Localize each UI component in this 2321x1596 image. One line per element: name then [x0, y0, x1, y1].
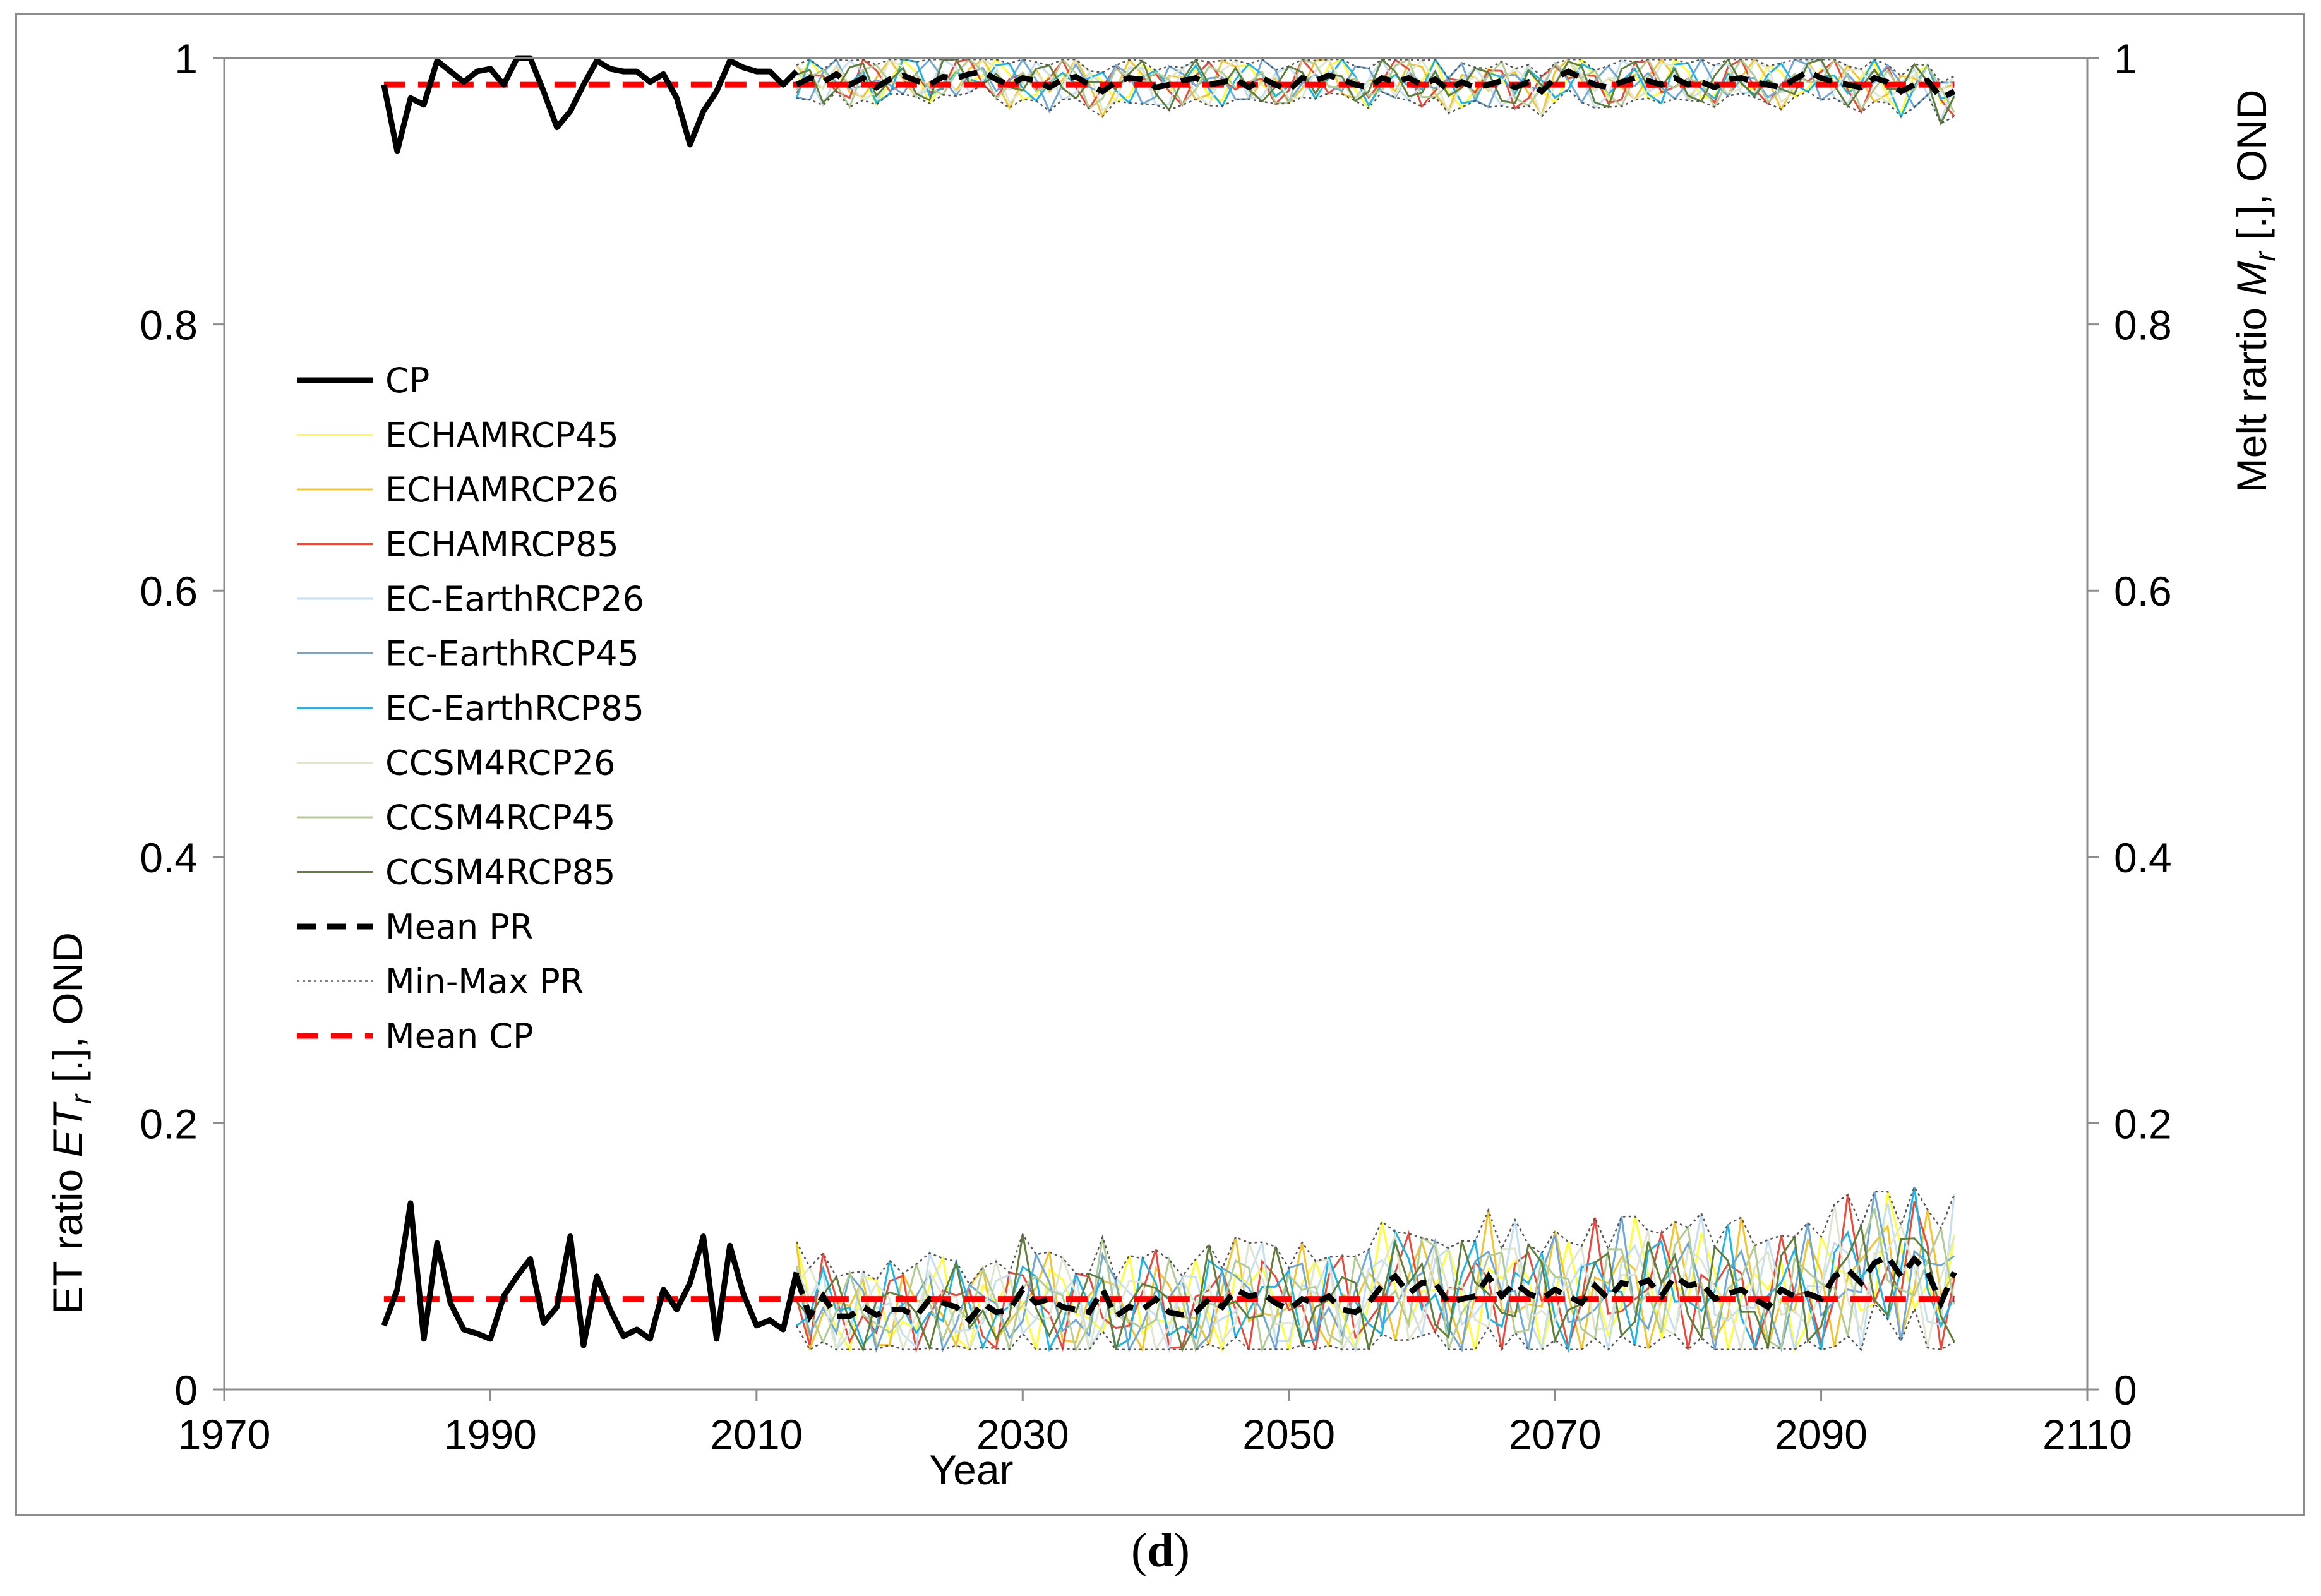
y-axis-right-title: Melt rartio Mr [.], OND	[2228, 90, 2281, 493]
y-left-title-symbol: ET	[44, 1101, 91, 1157]
series-ec-earthrcp85-et	[796, 1187, 1955, 1353]
legend-label: CCSM4RCP26	[385, 743, 615, 783]
legend-label: Min-Max PR	[385, 962, 584, 1002]
series-echamrcp45-et	[795, 1191, 1955, 1353]
legend-label: CCSM4RCP85	[385, 853, 615, 892]
y-left-title-suffix: [.], OND	[44, 932, 91, 1095]
legend-label: ECHAMRCP26	[385, 470, 619, 510]
figure-caption: (d)	[1131, 1524, 1190, 1577]
y-axis-left-title: ET ratio ETr [.], OND	[44, 932, 97, 1314]
min-pr-melt	[796, 83, 1955, 125]
legend-label: ECHAMRCP45	[385, 416, 619, 455]
y-right-tick-label: 0.8	[2114, 302, 2172, 349]
legend-label: CCSM4RCP45	[385, 798, 615, 837]
y-left-tick-label: 0.8	[140, 302, 198, 349]
mean-pr-melt	[795, 68, 1956, 102]
y-left-tick-label: 0.2	[140, 1100, 198, 1147]
y-right-title-sub: r	[2248, 251, 2281, 261]
legend-label: EC-EarthRCP26	[385, 579, 644, 619]
y-left-tick-label: 0.4	[140, 834, 198, 881]
min-max-lines	[795, 58, 1955, 1352]
y-right-title-main: Melt rartio	[2228, 296, 2275, 493]
ensemble-lines	[795, 57, 1955, 1353]
y-left-title-sub: r	[64, 1093, 97, 1104]
x-tick-label: 1990	[444, 1411, 537, 1458]
chart-frame	[15, 13, 2305, 1516]
y-right-tick-label: 0.4	[2114, 834, 2172, 881]
y-right-tick-label: 0.2	[2114, 1100, 2172, 1147]
x-tick-label: 2110	[2042, 1411, 2132, 1458]
cp-et	[381, 1200, 800, 1348]
legend-label: Ec-EarthRCP45	[385, 634, 639, 674]
y-right-tick-label: 0.6	[2114, 568, 2172, 615]
y-right-title-suffix: [.], OND	[2228, 90, 2275, 252]
cp-lines	[381, 55, 800, 1348]
caption-letter: d	[1147, 1524, 1174, 1577]
y-right-title-symbol: M	[2228, 261, 2275, 296]
max-pr-et	[795, 1185, 1955, 1287]
min-pr-et	[796, 1302, 1955, 1352]
series-ccsm4rcp45-melt	[796, 57, 1955, 113]
mean-pr-lines	[793, 68, 1957, 1325]
cp-melt	[381, 55, 799, 155]
series-ec-earthrcp26-et	[795, 1194, 1955, 1353]
x-tick-label: 2050	[1242, 1411, 1335, 1458]
x-tick-label: 2090	[1775, 1411, 1868, 1458]
legend-label: EC-EarthRCP85	[385, 688, 644, 728]
y-left-tick-label: 0	[174, 1367, 198, 1413]
y-left-tick-label: 1	[174, 35, 198, 82]
legend-label: ECHAMRCP85	[385, 525, 619, 565]
y-right-tick-label: 0	[2114, 1367, 2137, 1413]
legend-label: CP	[385, 361, 429, 400]
legend-label: Mean CP	[385, 1016, 534, 1056]
x-tick-label: 2010	[710, 1411, 803, 1458]
y-left-title-main: ET ratio	[44, 1157, 91, 1314]
x-tick-label: 2030	[976, 1411, 1069, 1458]
max-pr-melt	[796, 58, 1955, 84]
series-ccsm4rcp85-et	[795, 1223, 1955, 1352]
x-tick-label: 2070	[1509, 1411, 1602, 1458]
mean-pr-et	[793, 1252, 1957, 1325]
series-ccsm4rcp85-melt	[796, 57, 1955, 126]
series-ccsm4rcp26-et	[795, 1204, 1955, 1353]
x-tick-label: 1970	[178, 1411, 271, 1458]
legend: CP ECHAMRCP45 ECHAMRCP26 ECHAMRCP85 EC-Earth…	[297, 361, 644, 1056]
legend-label: Mean PR	[385, 907, 533, 947]
x-axis-title: Year	[929, 1446, 1013, 1493]
y-right-tick-label: 1	[2114, 35, 2137, 82]
y-left-tick-label: 0.6	[140, 568, 198, 615]
